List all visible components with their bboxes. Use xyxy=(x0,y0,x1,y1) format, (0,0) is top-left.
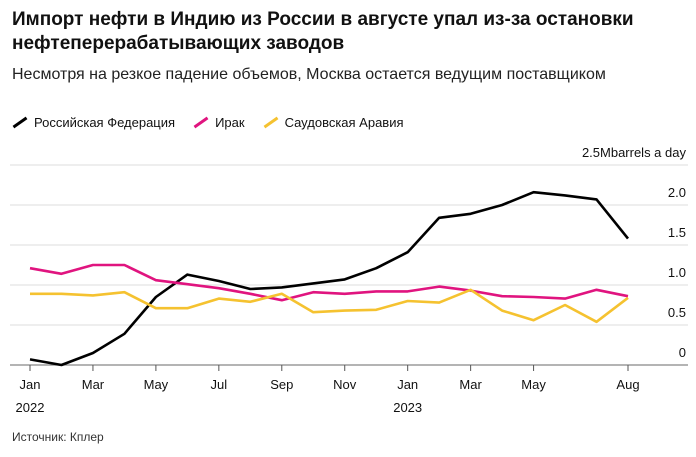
y-tick-label: 0.5 xyxy=(668,305,686,320)
x-tick-label: Jan xyxy=(20,377,41,392)
x-tick-label: Aug xyxy=(616,377,639,392)
x-tick-label: May xyxy=(144,377,169,392)
series-line-iraq xyxy=(29,263,629,302)
x-tick-year: 2023 xyxy=(393,400,422,415)
chart-title: Импорт нефти в Индию из России в августе… xyxy=(12,9,634,54)
y-tick-label: 1.0 xyxy=(668,265,686,280)
x-tick-label: May xyxy=(521,377,546,392)
legend-label: Саудовская Аравия xyxy=(284,115,404,130)
y-tick-label: 0 xyxy=(679,345,686,360)
legend-item-iraq: Ирак xyxy=(193,115,245,130)
x-tick-label: Sep xyxy=(270,377,293,392)
y-tick-label: 2.5Mbarrels a day xyxy=(582,145,687,160)
series-line-russia xyxy=(29,190,630,367)
x-tick-label: Jan xyxy=(397,377,418,392)
x-tick-label: Jul xyxy=(211,377,228,392)
legend-label: Ирак xyxy=(215,115,245,130)
chart-subtitle: Несмотря на резкое падение объемов, Моск… xyxy=(12,66,606,83)
series-line-saudi-arabia xyxy=(30,288,629,324)
legend: Российская Федерация Ирак Саудовская Ара… xyxy=(12,115,404,130)
x-tick-label: Mar xyxy=(82,377,105,392)
x-tick-label: Mar xyxy=(459,377,482,392)
y-tick-label: 2.0 xyxy=(668,185,686,200)
legend-item-saudi: Саудовская Аравия xyxy=(263,115,404,130)
y-tick-label: 1.5 xyxy=(668,225,686,240)
legend-item-russia: Российская Федерация xyxy=(12,115,175,130)
x-tick-label: Nov xyxy=(333,377,357,392)
legend-label: Российская Федерация xyxy=(34,115,176,130)
source-note: Источник: Кплер xyxy=(12,430,104,444)
x-tick-year: 2022 xyxy=(16,400,45,415)
